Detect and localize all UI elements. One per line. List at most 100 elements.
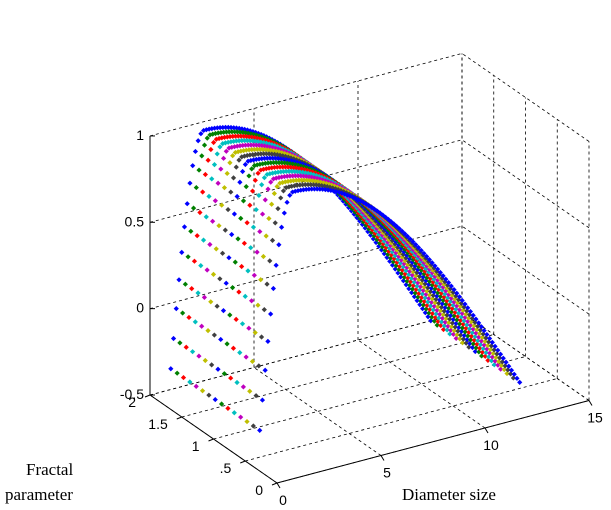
data-point [396,242,402,248]
data-point [363,201,370,207]
data-point [492,343,498,349]
data-point [440,273,446,279]
data-point [368,229,375,236]
data-point [308,181,314,188]
data-point [193,184,199,191]
data-point [211,332,217,338]
data-point [470,326,476,332]
data-point [407,243,413,249]
data-point [295,173,301,179]
y-tick-label: 2 [128,394,136,410]
data-point [431,303,437,309]
data-point [487,346,494,353]
data-point [505,367,511,373]
data-point [269,165,275,171]
data-point [419,265,425,271]
data-point [258,151,264,157]
data-point [460,336,467,342]
data-point [255,170,261,176]
data-point [358,213,364,219]
data-point [244,220,250,226]
data-point [277,152,283,158]
data-point [333,189,339,195]
data-point [232,133,239,139]
data-point [511,371,517,377]
data-point [483,350,489,356]
data-point [370,236,376,242]
data-point [267,171,273,177]
data-point [281,210,287,216]
data-point [168,366,174,372]
data-point [259,211,266,217]
data-point [456,294,463,300]
data-point [475,338,481,344]
grid-line [461,139,590,229]
data-point [446,320,452,326]
data-point [240,384,246,390]
data-point [493,354,499,361]
data-point [459,340,466,346]
data-point [276,242,282,248]
data-point [246,325,252,331]
data-point [463,340,469,346]
data-point [254,135,260,141]
data-point [220,124,226,131]
data-point [283,185,289,191]
data-point [407,236,413,242]
data-point [388,230,394,236]
data-point [476,349,482,355]
data-point [294,159,300,165]
data-point [229,285,236,291]
data-point [270,176,277,182]
data-point [300,169,306,175]
data-point [271,190,277,197]
grid-line [181,334,494,418]
data-point [413,260,419,266]
data-point [411,266,417,272]
data-point [251,142,257,148]
data-point [428,299,435,305]
data-point [447,316,453,322]
data-point [238,414,244,420]
data-point [450,316,456,323]
data-point [427,288,434,295]
data-point [261,155,268,161]
data-point [467,308,474,315]
data-point [259,397,266,403]
data-point [268,147,274,153]
z-tick-label: 1 [136,127,144,143]
data-point [344,199,350,205]
data-point [261,151,267,157]
data-point [444,312,450,318]
data-point [438,290,445,296]
data-point [460,307,466,313]
data-point [486,354,492,360]
data-point [299,177,305,183]
data-point [418,247,424,254]
data-point [330,188,337,194]
grid-lines [149,53,590,484]
data-point [234,193,240,200]
data-point [370,224,376,231]
data-point [230,345,237,351]
data-point [208,299,214,305]
data-point [384,242,390,248]
data-point [443,288,449,294]
data-point [466,329,472,335]
data-point [405,247,412,254]
data-point [429,260,435,266]
data-point [224,341,230,347]
data-point [257,228,263,235]
x-tick-mark [588,400,593,406]
data-point [311,186,318,192]
data-point [263,151,269,157]
data-point [489,339,495,345]
data-point [195,138,201,144]
data-point [231,211,238,217]
data-point [479,353,485,359]
data-point [249,166,255,172]
data-point [419,291,426,297]
data-point [276,159,282,166]
data-point [339,190,345,196]
data-point [412,290,418,296]
